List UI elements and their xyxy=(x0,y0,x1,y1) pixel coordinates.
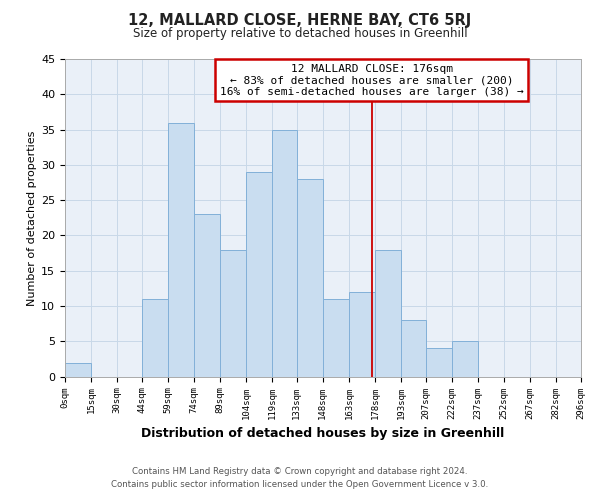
Y-axis label: Number of detached properties: Number of detached properties xyxy=(27,130,37,306)
Bar xyxy=(375,250,401,376)
Text: 12 MALLARD CLOSE: 176sqm
← 83% of detached houses are smaller (200)
16% of semi-: 12 MALLARD CLOSE: 176sqm ← 83% of detach… xyxy=(220,64,524,97)
Bar xyxy=(425,348,452,376)
Bar xyxy=(246,172,272,376)
Bar xyxy=(65,362,91,376)
Text: 12, MALLARD CLOSE, HERNE BAY, CT6 5RJ: 12, MALLARD CLOSE, HERNE BAY, CT6 5RJ xyxy=(128,12,472,28)
Bar xyxy=(323,299,349,376)
Bar xyxy=(452,342,478,376)
X-axis label: Distribution of detached houses by size in Greenhill: Distribution of detached houses by size … xyxy=(141,427,505,440)
Bar xyxy=(296,179,323,376)
Bar xyxy=(272,130,296,376)
Bar xyxy=(349,292,375,376)
Bar xyxy=(142,299,168,376)
Bar xyxy=(168,122,194,376)
Bar xyxy=(194,214,220,376)
Text: Size of property relative to detached houses in Greenhill: Size of property relative to detached ho… xyxy=(133,28,467,40)
Bar xyxy=(220,250,246,376)
Bar xyxy=(401,320,425,376)
Text: Contains HM Land Registry data © Crown copyright and database right 2024.
Contai: Contains HM Land Registry data © Crown c… xyxy=(112,468,488,489)
